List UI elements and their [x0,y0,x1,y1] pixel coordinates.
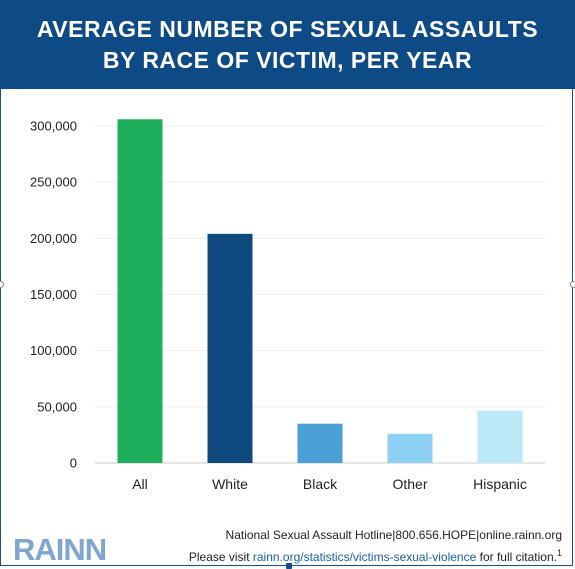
y-tick-label: 250,000 [30,175,77,190]
citation-ref: 1 [556,548,562,558]
bar-white [207,233,253,463]
x-axis-labels: All White Black Other Hispanic [132,476,527,492]
bar-other [387,433,433,463]
citation-link[interactable]: rainn.org/statistics/victims-sexual-viol… [252,550,477,564]
x-tick-label-black: Black [303,476,338,492]
bottom-handle[interactable] [286,563,292,569]
rainn-logo: RAINN [13,532,107,567]
citation-text: Please visit rainn.org/statistics/victim… [189,548,562,564]
resize-handle-left[interactable] [0,281,4,288]
y-tick-label: 50,000 [37,399,77,414]
chart-title-line-2: BY RACE OF VICTIM, PER YEAR [102,46,473,73]
bar-black [297,423,343,463]
resize-handle-right[interactable] [570,281,575,288]
chart-bars [117,119,523,463]
bar-chart: 0 50,000 100,000 150,000 200,000 250,000 300,0… [30,119,545,492]
x-tick-label-all: All [132,476,148,492]
hotline-text: National Sexual Assault Hotline|800.656.… [225,528,562,542]
citation-prefix: Please visit [188,550,253,564]
y-tick-label: 100,000 [30,343,77,358]
y-tick-label: 300,000 [30,119,77,134]
chart-header: AVERAGE NUMBER OF SEXUAL ASSAULTS BY RAC… [0,0,575,89]
bar-all [117,119,163,463]
y-tick-label: 150,000 [30,287,77,302]
bar-hispanic [477,410,523,463]
citation-suffix: for full citation. [476,550,557,564]
x-tick-label-other: Other [392,476,427,492]
chart-title-line-1: AVERAGE NUMBER OF SEXUAL ASSAULTS [36,15,539,42]
y-tick-label: 0 [70,456,77,471]
x-tick-label-hispanic: Hispanic [473,476,527,492]
y-axis-ticks: 0 50,000 100,000 150,000 200,000 250,000 300,0… [30,119,77,471]
y-tick-label: 200,000 [30,231,77,246]
x-tick-label-white: White [212,476,248,492]
